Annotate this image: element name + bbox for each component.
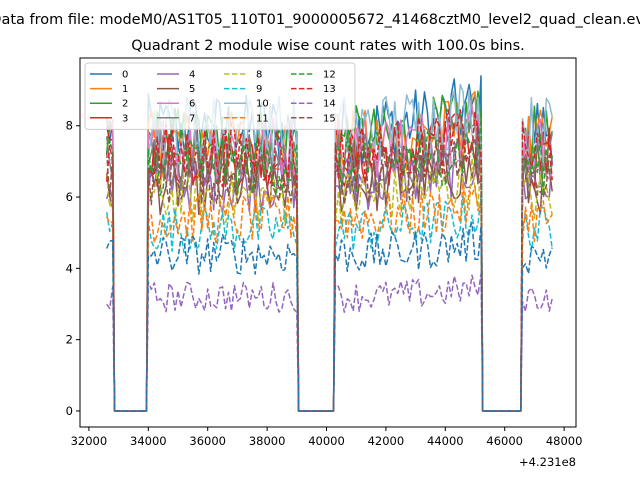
series-line-12 [106,118,553,412]
legend-label-2: 2 [122,99,128,110]
x-tick-label: 42000 [368,434,405,448]
legend-label-6: 6 [189,99,195,110]
legend-label-5: 5 [189,84,195,95]
x-tick-label: 32000 [71,434,108,448]
y-tick-label: 0 [66,404,73,418]
y-axis: 0 2 4 6 8 [66,119,80,418]
series-line-5 [105,149,553,412]
series-line-10 [106,83,553,412]
series-line-11 [106,180,553,412]
legend-label-11: 11 [256,113,269,124]
legend-box [84,62,356,130]
legend-label-4: 4 [189,70,195,81]
legend-label-3: 3 [122,113,128,124]
x-tick-label: 40000 [308,434,345,448]
legend-label-7: 7 [189,113,195,124]
y-tick-label: 8 [66,119,73,133]
legend-label-12: 12 [323,70,336,81]
legend-label-15: 15 [323,113,336,124]
series-line-extra [106,222,553,412]
x-tick-label: 34000 [130,434,167,448]
x-tick-label: 36000 [189,434,226,448]
chart-title: Quadrant 2 module wise count rates with … [131,38,525,54]
y-tick-label: 2 [66,333,73,347]
series-line-15 [105,138,553,412]
legend-label-0: 0 [122,70,128,81]
x-tick-label: 46000 [486,434,523,448]
series-line-3 [105,113,553,412]
series-line-4 [105,140,553,412]
x-offset-label: +4.231e8 [519,455,576,469]
legend-label-14: 14 [323,99,336,110]
x-tick-label: 44000 [427,434,464,448]
series-line-7 [105,116,553,412]
series-line-14 [106,273,553,412]
x-axis: 32000 34000 36000 38000 40000 42000 44000 46000… [71,427,583,448]
chart-supertitle: Data from file: modeM0/AS1T05_110T01_900… [0,12,640,28]
series-line-6 [106,104,553,412]
legend-label-1: 1 [122,84,128,95]
axes-frame [79,57,577,428]
legend-label-8: 8 [256,70,262,81]
x-tick-label: 38000 [249,434,286,448]
y-tick-label: 4 [66,261,73,275]
legend-label-13: 13 [323,84,336,95]
series-line-8 [105,157,553,412]
x-tick-label: 48000 [546,434,583,448]
y-tick-label: 6 [66,190,73,204]
legend-label-9: 9 [256,84,262,95]
legend-label-10: 10 [256,99,269,110]
